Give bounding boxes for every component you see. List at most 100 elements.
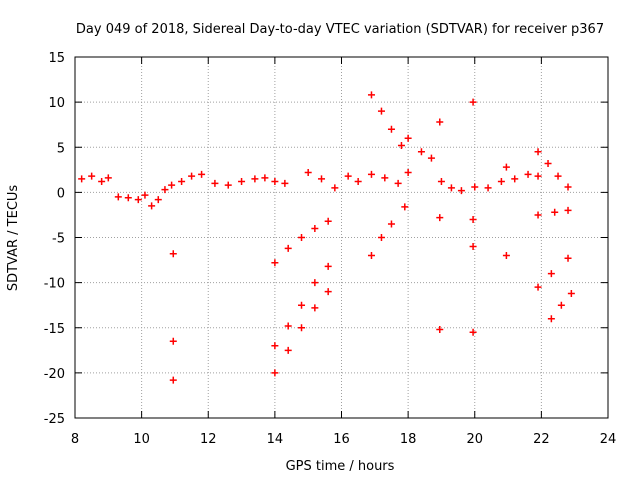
data-point <box>331 184 339 192</box>
x-tick-label: 12 <box>200 432 217 447</box>
data-point <box>534 148 542 156</box>
data-point <box>469 243 477 251</box>
data-point <box>387 220 395 228</box>
x-tick-label: 8 <box>71 432 79 447</box>
data-point <box>377 234 385 241</box>
data-point <box>367 91 375 99</box>
data-point <box>427 154 435 162</box>
data-point <box>497 178 505 186</box>
axis-ticks: 8 10 12 14 16 18 20 22 24 15 10 5 0 -5 -10 -15 -20 -25 <box>44 51 617 447</box>
x-axis-label: GPS time / hours <box>286 459 395 474</box>
data-point <box>271 178 279 186</box>
data-point <box>311 304 319 312</box>
series-track-C <box>271 288 332 377</box>
data-point <box>168 181 176 189</box>
series-track-D <box>367 91 405 149</box>
series-baseline-18-22 <box>417 148 542 195</box>
series-baseline-11-14 <box>178 170 289 189</box>
data-point <box>124 194 132 202</box>
data-point <box>394 179 402 187</box>
data-point <box>324 217 332 225</box>
data-point <box>161 186 169 194</box>
data-point <box>511 175 519 183</box>
data-point <box>324 288 332 296</box>
data-point <box>304 169 312 177</box>
data-point <box>469 98 477 106</box>
data-point <box>251 175 259 183</box>
x-tick-label: 22 <box>533 432 550 447</box>
x-tick-label: 10 <box>133 432 150 447</box>
data-points <box>78 91 575 384</box>
x-tick-label: 18 <box>400 432 417 447</box>
data-point <box>318 175 326 183</box>
series-baseline-08-10 <box>78 172 176 210</box>
data-point <box>436 326 444 334</box>
data-point <box>281 179 289 187</box>
data-point <box>261 174 269 182</box>
data-point <box>401 203 409 211</box>
data-point <box>169 376 177 384</box>
data-point <box>544 159 552 167</box>
data-point <box>367 170 375 178</box>
data-point <box>148 202 156 210</box>
series-track-F <box>534 148 572 191</box>
data-point <box>344 172 352 180</box>
data-point <box>298 234 306 241</box>
x-tick-label: 16 <box>333 432 350 447</box>
data-point <box>271 369 279 377</box>
data-point <box>284 322 292 330</box>
data-point <box>534 172 542 180</box>
y-tick-label: -10 <box>44 277 65 292</box>
data-point <box>564 183 572 191</box>
series-track-B <box>271 262 332 350</box>
data-point <box>284 244 292 252</box>
data-point <box>134 196 142 204</box>
data-point <box>471 183 479 191</box>
y-tick-label: -25 <box>44 412 65 427</box>
data-point <box>404 169 412 177</box>
data-point <box>198 170 206 178</box>
series-isolated-points <box>169 98 510 384</box>
data-point <box>271 259 279 267</box>
y-tick-label: 0 <box>57 186 65 201</box>
data-point <box>377 107 385 115</box>
data-point <box>188 172 196 180</box>
series-track-A <box>271 217 332 267</box>
data-point <box>324 262 332 270</box>
data-point <box>78 175 86 183</box>
data-point <box>114 193 122 201</box>
series-track-I <box>534 206 572 219</box>
chart-title: Day 049 of 2018, Sidereal Day-to-day VTE… <box>76 22 604 37</box>
data-point <box>381 174 389 182</box>
x-tick-label: 20 <box>466 432 483 447</box>
y-tick-label: -5 <box>52 232 65 247</box>
series-track-E <box>367 203 409 260</box>
data-point <box>469 328 477 336</box>
data-point <box>557 301 565 309</box>
data-point <box>284 346 292 354</box>
data-point <box>524 170 532 178</box>
data-point <box>211 179 219 187</box>
data-point <box>502 163 510 171</box>
data-point <box>502 252 510 260</box>
data-point <box>154 196 162 204</box>
data-point <box>404 134 412 142</box>
data-point <box>104 174 112 182</box>
data-point <box>554 172 562 180</box>
y-tick-label: -20 <box>44 367 65 382</box>
data-point <box>457 187 465 195</box>
data-point <box>271 342 279 350</box>
data-point <box>437 178 445 186</box>
y-axis-label: SDTVAR / TECUs <box>6 185 21 292</box>
y-tick-label: 15 <box>48 51 65 66</box>
series-track-H <box>547 289 575 323</box>
data-point <box>98 178 106 186</box>
data-point <box>387 125 395 133</box>
data-point <box>311 224 319 232</box>
data-point <box>447 184 455 192</box>
data-point <box>298 301 306 309</box>
data-point <box>534 283 542 291</box>
data-point <box>224 181 232 189</box>
data-point <box>178 178 186 186</box>
